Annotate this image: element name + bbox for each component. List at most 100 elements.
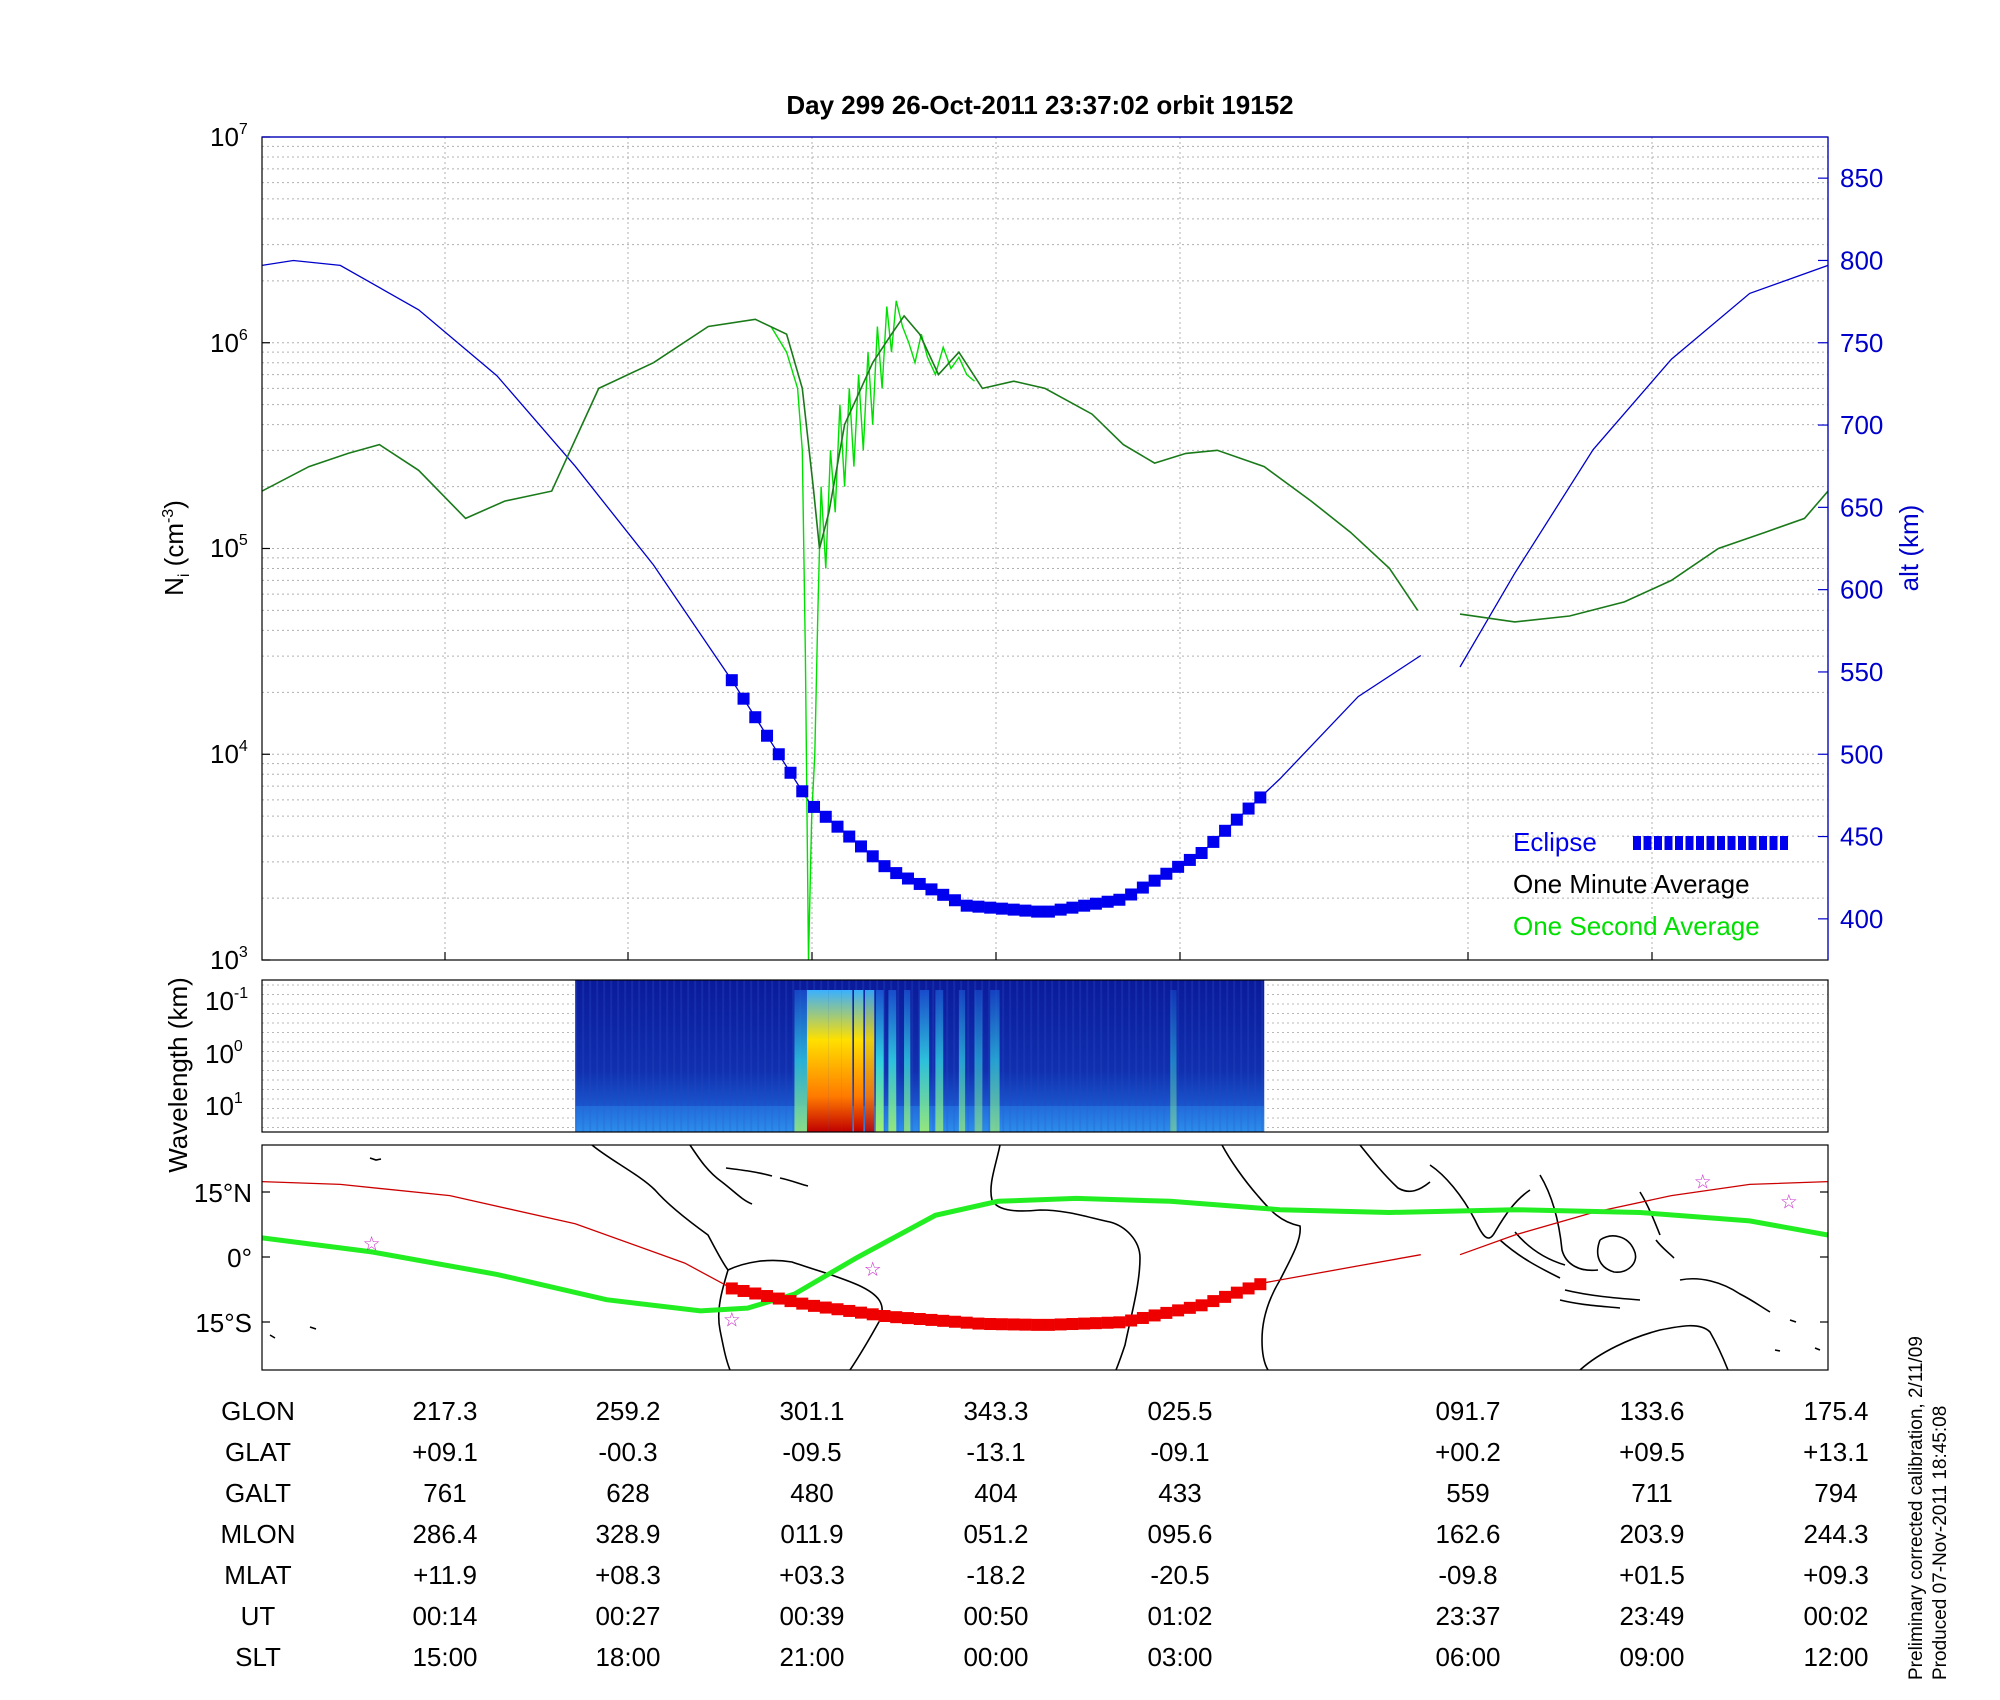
table-cell: 011.9 — [780, 1519, 843, 1549]
eclipse-marker — [1230, 813, 1243, 826]
eclipse-marker — [1054, 903, 1067, 916]
density-panel: 107 106 105 104 103 400 450 500 550 600 650 70… — [159, 121, 1924, 975]
spec-tick-1e-1: 10-1 — [205, 985, 248, 1016]
eclipse-marker-map — [901, 1312, 914, 1325]
table-cell: +01.5 — [1619, 1560, 1685, 1590]
spec-burst — [819, 990, 829, 1132]
spectrogram-grid — [262, 984, 1828, 1128]
spec-stripe — [932, 980, 935, 1132]
orbit-data-table: GLON 217.3 259.2 301.1 343.3 025.5 091.7 133.6 1… — [220, 1396, 1868, 1672]
spec-stripe — [701, 980, 704, 1132]
coast-africa-east — [1221, 1145, 1301, 1370]
legend-one-minute: One Minute Average — [1513, 869, 1750, 899]
spec-stripe — [1233, 980, 1236, 1132]
coastlines — [269, 1145, 1821, 1370]
density-grid — [262, 136, 1828, 961]
spec-stripe — [1100, 980, 1103, 1132]
coast-africa — [990, 1145, 1141, 1370]
table-cell: 12:00 — [1803, 1642, 1868, 1672]
legend-eclipse-mark — [1654, 836, 1662, 850]
eclipse-marker — [761, 729, 774, 742]
legend-eclipse-mark — [1759, 836, 1767, 850]
spec-stripe — [1016, 980, 1019, 1132]
map-lat-0: 0° — [227, 1243, 252, 1273]
density-series — [262, 259, 1828, 960]
produced-note: Produced 07-Nov-2011 18:45:08 — [1930, 1406, 1951, 1680]
eclipse-marker — [913, 877, 926, 890]
eclipse-marker-map — [1195, 1299, 1208, 1312]
table-row-label: MLAT — [224, 1560, 292, 1590]
coast-borneo — [1596, 1235, 1637, 1273]
eclipse-marker — [1031, 905, 1044, 918]
eclipse-marker-map — [866, 1308, 879, 1321]
coast-indonesia — [1499, 1239, 1641, 1309]
orbit-track — [1459, 1180, 1828, 1256]
eclipse-marker-map — [1125, 1314, 1138, 1327]
spec-stripe — [911, 980, 914, 1132]
table-cell: 133.6 — [1619, 1396, 1684, 1426]
alt-tick-label: 550 — [1840, 657, 1883, 687]
map-lat-15n: 15°N — [194, 1178, 252, 1208]
spec-stripe — [1121, 980, 1124, 1132]
spec-burst — [990, 990, 1000, 1132]
spec-stripe — [617, 980, 620, 1132]
eclipse-marker-map — [1148, 1309, 1161, 1322]
table-cell: 404 — [974, 1478, 1017, 1508]
spec-stripe — [988, 980, 991, 1132]
table-cell: 03:00 — [1147, 1642, 1212, 1672]
spec-stripe — [624, 980, 627, 1132]
coast-pacific-islands — [269, 1157, 1821, 1352]
spec-tick-1e0: 100 — [205, 1038, 243, 1069]
spec-stripe — [953, 980, 956, 1132]
table-cell: -09.5 — [782, 1437, 841, 1467]
eclipse-marker — [1207, 835, 1220, 848]
eclipse-marker-map — [995, 1318, 1008, 1331]
dip-equator-track — [262, 1195, 1828, 1314]
spec-stripe — [596, 980, 599, 1132]
spec-stripe — [1261, 980, 1264, 1132]
calibration-note: Preliminary corrected calibration, 2/11/… — [1906, 1336, 1927, 1680]
eclipse-marker — [1172, 860, 1185, 873]
eclipse-marker — [890, 867, 903, 880]
spec-stripe — [1051, 980, 1054, 1132]
table-cell: -09.8 — [1438, 1560, 1497, 1590]
spec-stripe — [1002, 980, 1005, 1132]
table-row-label: SLT — [235, 1642, 281, 1672]
alt-tick-label: 400 — [1840, 904, 1883, 934]
coast-caribbean — [725, 1167, 809, 1187]
eclipse-marker-map — [913, 1313, 926, 1325]
eclipse-marker-map — [984, 1318, 997, 1331]
alt-tick-label: 800 — [1840, 245, 1883, 275]
eclipse-marker — [784, 766, 797, 779]
spec-stripe — [1163, 980, 1166, 1132]
legend-eclipse-label: Eclipse — [1513, 827, 1597, 857]
spec-stripe — [1128, 980, 1131, 1132]
spec-burst — [919, 990, 930, 1132]
spec-burst — [806, 990, 820, 1132]
spec-stripe — [1107, 980, 1110, 1132]
y-tick-1e4: 104 — [210, 738, 248, 769]
spec-stripe — [1212, 980, 1215, 1132]
spec-stripe — [736, 980, 739, 1132]
spectrogram-ylabel: Wavelength (km) — [163, 977, 193, 1173]
table-cell: 162.6 — [1435, 1519, 1500, 1549]
spec-stripe — [1037, 980, 1040, 1132]
spec-stripe — [1086, 980, 1089, 1132]
spec-stripe — [743, 980, 746, 1132]
table-cell: 18:00 — [595, 1642, 660, 1672]
spec-stripe — [1114, 980, 1117, 1132]
spec-stripe — [652, 980, 655, 1132]
spec-burst — [875, 990, 884, 1132]
eclipse-marker — [1242, 802, 1255, 815]
eclipse-marker-map — [1172, 1304, 1185, 1317]
table-cell: 628 — [606, 1478, 649, 1508]
alt-tick-label: 650 — [1840, 492, 1883, 522]
eclipse-marker — [866, 850, 879, 863]
table-cell: 217.3 — [412, 1396, 477, 1426]
eclipse-marker — [1101, 895, 1114, 908]
eclipse-marker — [1183, 853, 1196, 866]
y-tick-1e7: 107 — [210, 121, 248, 152]
table-cell: 328.9 — [595, 1519, 660, 1549]
one-minute-line — [262, 314, 1419, 611]
table-cell: -00.3 — [598, 1437, 657, 1467]
